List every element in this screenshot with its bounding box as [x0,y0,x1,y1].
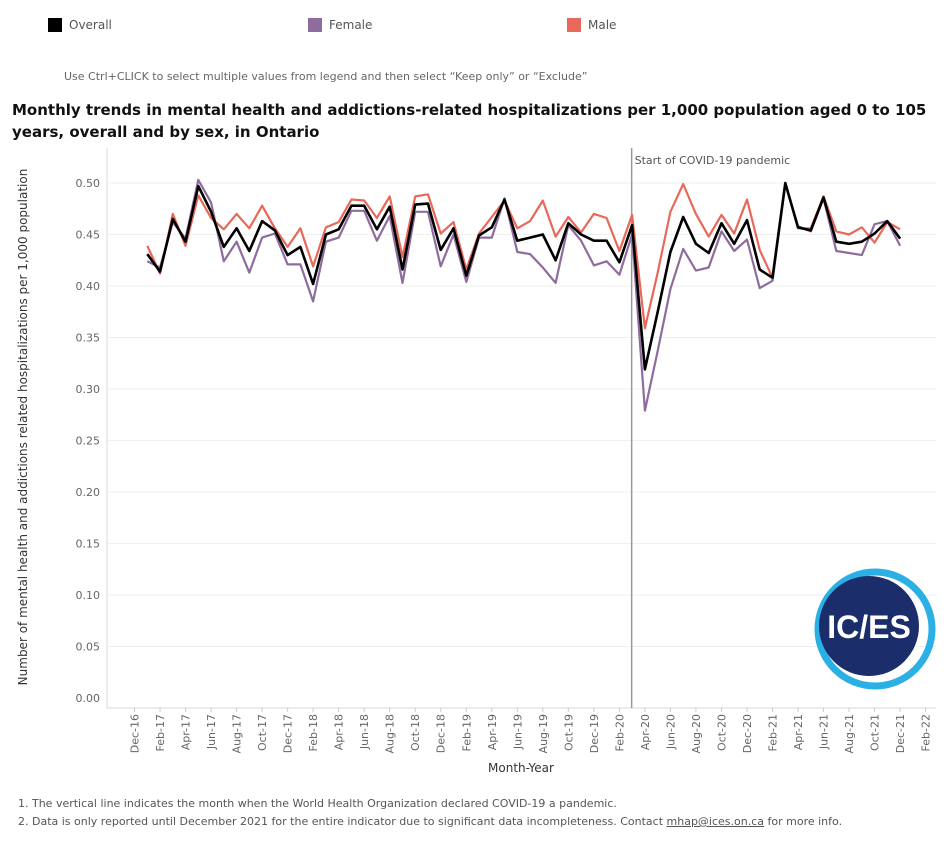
pandemic-label: Start of COVID-19 pandemic [635,154,791,167]
logo-ring-outer [814,568,936,690]
x-tick-label: Aug-19 [537,714,550,753]
x-tick-label: Dec-18 [435,714,448,753]
logo-text: IC/ES [827,609,911,645]
y-tick-label: 0.25 [76,435,101,448]
footnote-2: 2. Data is only reported until December … [18,815,842,828]
y-tick-label: 0.00 [76,692,101,705]
footnote-1: 1. The vertical line indicates the month… [18,797,617,810]
contact-email-link[interactable]: mhap@ices.on.ca [666,815,765,828]
x-tick-label: Feb-22 [920,714,933,751]
x-tick-label: Jun-18 [358,714,371,750]
y-tick-label: 0.40 [76,280,101,293]
x-tick-label: Jun-17 [205,714,218,750]
legend-label-male: Male [588,18,617,32]
x-tick-label: Feb-18 [307,714,320,751]
legend-swatch-female [308,18,322,32]
x-axis: Dec-16 Feb-17 Apr-17 Jun-17 Aug-17 Oct-17 Dec-… [129,708,933,753]
y-tick-label: 0.30 [76,383,101,396]
x-tick-label: Apr-19 [486,714,499,750]
chart: 0.00 0.05 0.10 0.15 0.20 0.25 0.30 0.35 0.40 0.45… [16,148,936,775]
x-tick-label: Oct-18 [409,714,422,751]
x-tick-label: Oct-17 [256,714,269,751]
legend-item-overall[interactable]: Overall [48,18,112,32]
y-axis: 0.00 0.05 0.10 0.15 0.20 0.25 0.30 0.35 0.40 0.45… [76,177,101,705]
x-tick-label: Jun-19 [511,714,524,750]
series-lines [146,178,902,412]
x-tick-label: Feb-17 [154,714,167,751]
x-tick-label: Apr-21 [792,714,805,750]
x-tick-label: Feb-21 [767,714,780,751]
legend-item-female[interactable]: Female [308,18,372,32]
y-tick-label: 0.45 [76,229,101,242]
y-tick-label: 0.10 [76,589,101,602]
y-tick-label: 0.05 [76,641,101,654]
x-tick-label: Jun-20 [664,714,677,750]
x-tick-label: Apr-18 [333,714,346,750]
x-tick-label: Dec-21 [894,714,907,753]
legend-hint: Use Ctrl+CLICK to select multiple values… [64,70,588,83]
x-axis-label: Month-Year [488,761,554,775]
x-tick-label: Dec-16 [129,714,142,753]
gridlines [106,148,936,709]
x-tick-label: Aug-18 [384,714,397,753]
logo-circle [819,576,919,676]
footnote-2-text: 2. Data is only reported until December … [18,815,664,828]
legend-item-male[interactable]: Male [567,18,616,32]
x-tick-label: Aug-17 [231,714,244,753]
x-tick-label: Dec-17 [282,714,295,753]
chart-title: Monthly trends in mental health and addi… [12,101,927,141]
y-tick-label: 0.15 [76,538,101,551]
legend-label-female: Female [329,18,373,32]
legend-label-overall: Overall [69,18,112,32]
series-line-overall [146,181,902,371]
ices-logo: IC/ES [814,568,936,690]
y-tick-label: 0.20 [76,486,101,499]
x-tick-label: Apr-17 [180,714,193,750]
x-tick-label: Aug-20 [690,714,703,753]
x-tick-label: Oct-21 [869,714,882,751]
x-tick-label: Dec-20 [741,714,754,753]
x-tick-label: Feb-20 [613,714,626,751]
x-tick-label: Apr-20 [639,714,652,750]
x-tick-label: Jun-21 [818,714,831,750]
series-line-female [146,178,902,412]
y-tick-label: 0.50 [76,177,101,190]
series-line-male [146,181,901,330]
y-tick-label: 0.35 [76,332,101,345]
x-tick-label: Oct-20 [715,714,728,751]
x-tick-label: Aug-21 [843,714,856,753]
legend-swatch-male [567,18,581,32]
y-axis-label: Number of mental health and addictions r… [16,169,30,686]
x-tick-label: Dec-19 [588,714,601,753]
legend: Overall Female Male [0,18,949,36]
footnote-2-suffix: for more info. [767,815,843,828]
x-tick-label: Feb-19 [460,714,473,751]
legend-swatch-overall [48,18,62,32]
x-tick-label: Oct-19 [562,714,575,751]
